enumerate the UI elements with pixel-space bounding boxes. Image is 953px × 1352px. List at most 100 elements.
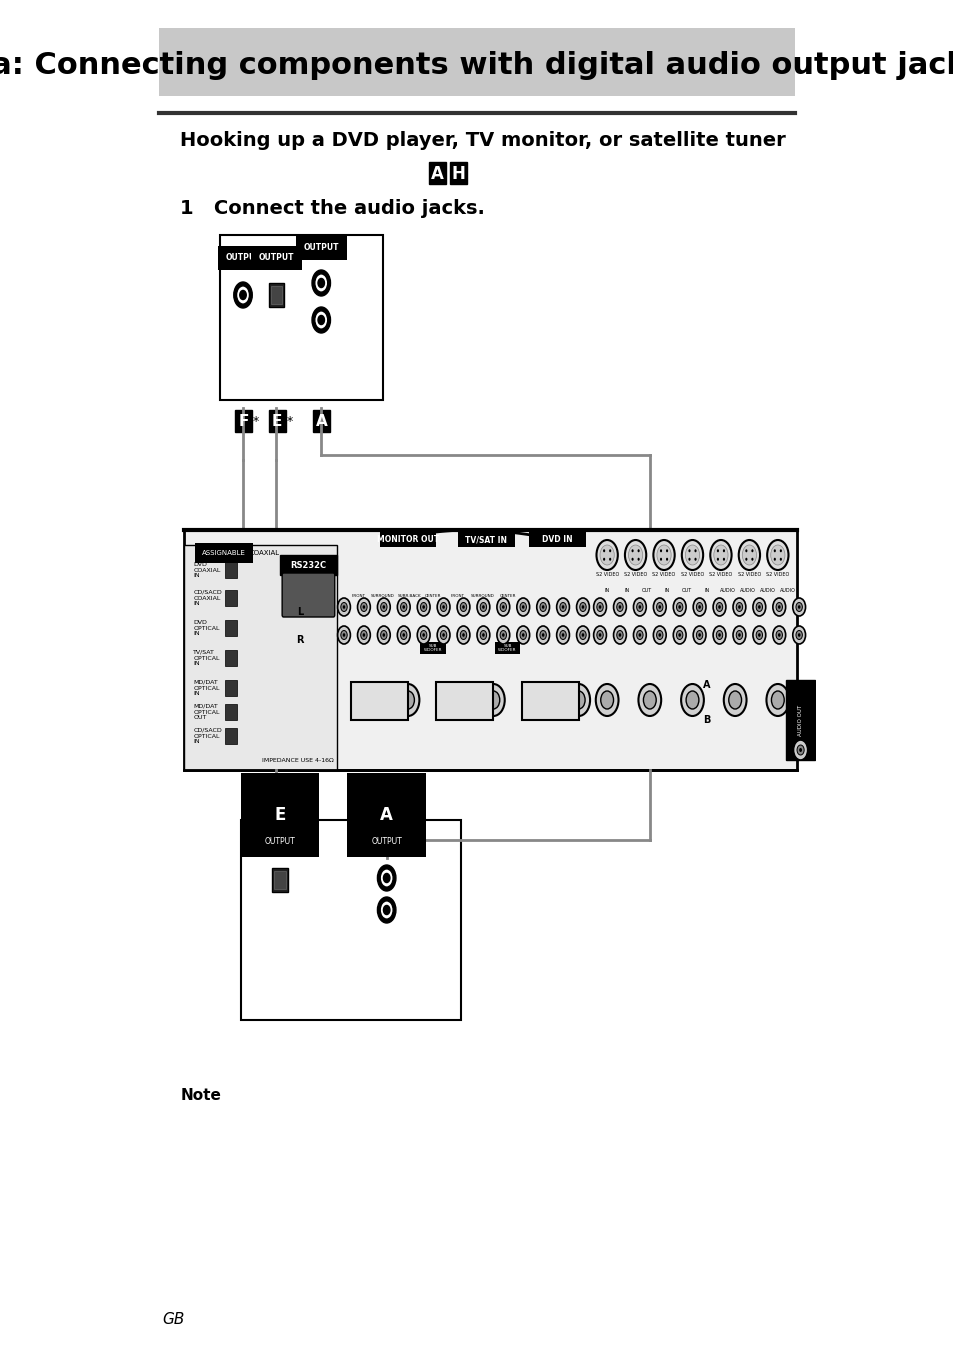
Circle shape — [420, 630, 426, 639]
Circle shape — [380, 603, 387, 611]
Text: IMPEDANCE USE 4-16Ω: IMPEDANCE USE 4-16Ω — [262, 757, 334, 763]
Text: S2 VIDEO: S2 VIDEO — [595, 572, 618, 577]
Circle shape — [608, 549, 611, 552]
Circle shape — [673, 598, 685, 617]
Circle shape — [773, 558, 775, 561]
Circle shape — [529, 691, 542, 708]
Circle shape — [501, 633, 504, 637]
Text: S2 VIDEO: S2 VIDEO — [680, 572, 703, 577]
Circle shape — [712, 598, 725, 617]
Circle shape — [524, 684, 547, 717]
Text: A: A — [380, 806, 393, 823]
Circle shape — [479, 603, 486, 611]
Circle shape — [771, 691, 783, 708]
Circle shape — [676, 630, 682, 639]
Circle shape — [354, 684, 376, 717]
Circle shape — [770, 545, 784, 565]
Text: SUB
WOOFER: SUB WOOFER — [497, 644, 517, 652]
Circle shape — [521, 633, 524, 637]
Text: OUTPUT: OUTPUT — [225, 254, 260, 262]
Circle shape — [688, 558, 690, 561]
Bar — [224, 589, 237, 606]
Circle shape — [519, 603, 526, 611]
Circle shape — [561, 633, 564, 637]
Text: OUTPUT: OUTPUT — [371, 837, 401, 846]
Circle shape — [758, 633, 760, 637]
Circle shape — [752, 626, 765, 644]
Text: OUT: OUT — [681, 588, 691, 592]
Circle shape — [396, 684, 419, 717]
Circle shape — [597, 630, 602, 639]
Circle shape — [400, 630, 407, 639]
Circle shape — [541, 633, 544, 637]
Circle shape — [233, 283, 252, 308]
Text: MD/DAT
OPTICAL
IN: MD/DAT OPTICAL IN — [193, 680, 219, 696]
Circle shape — [340, 603, 347, 611]
Bar — [224, 727, 237, 744]
Text: MONITOR OUT: MONITOR OUT — [376, 535, 438, 545]
Circle shape — [442, 606, 444, 608]
Circle shape — [337, 598, 350, 617]
Text: F: F — [238, 415, 249, 430]
Text: IN: IN — [604, 588, 609, 592]
Circle shape — [775, 630, 781, 639]
Circle shape — [744, 558, 746, 561]
Text: Hooking up a DVD player, TV monitor, or satellite tuner: Hooking up a DVD player, TV monitor, or … — [180, 131, 785, 150]
Bar — [224, 650, 237, 667]
Circle shape — [795, 630, 801, 639]
Circle shape — [397, 626, 410, 644]
Text: A: A — [431, 165, 443, 183]
Text: DVD IN: DVD IN — [541, 535, 572, 545]
Text: OUTPUT: OUTPUT — [258, 254, 294, 262]
Circle shape — [618, 633, 620, 637]
Circle shape — [681, 539, 702, 571]
Circle shape — [598, 633, 600, 637]
Circle shape — [602, 549, 604, 552]
Circle shape — [593, 626, 606, 644]
Circle shape — [342, 633, 345, 637]
Circle shape — [559, 630, 566, 639]
Text: AUDIO OUT: AUDIO OUT — [798, 704, 802, 735]
Text: A: A — [315, 415, 328, 430]
Circle shape — [400, 603, 407, 611]
Text: *: * — [253, 415, 259, 429]
Circle shape — [657, 545, 671, 565]
Circle shape — [613, 626, 626, 644]
Circle shape — [402, 633, 405, 637]
Circle shape — [624, 539, 645, 571]
Circle shape — [656, 603, 662, 611]
Text: AUDIO: AUDIO — [760, 588, 775, 592]
Text: DVD
COAXIAL
IN: DVD COAXIAL IN — [193, 561, 220, 579]
Circle shape — [600, 691, 613, 708]
Circle shape — [738, 633, 740, 637]
Circle shape — [659, 549, 661, 552]
Text: CENTER: CENTER — [498, 594, 516, 598]
Circle shape — [713, 545, 727, 565]
Circle shape — [693, 598, 705, 617]
Circle shape — [680, 684, 703, 717]
Circle shape — [486, 691, 499, 708]
Text: CENTER: CENTER — [424, 594, 440, 598]
Bar — [272, 868, 288, 892]
Circle shape — [440, 630, 446, 639]
Text: SURR.BACK: SURR.BACK — [397, 594, 421, 598]
Circle shape — [382, 606, 385, 608]
Circle shape — [756, 630, 761, 639]
Circle shape — [698, 606, 700, 608]
Circle shape — [561, 606, 564, 608]
Text: S2 VIDEO: S2 VIDEO — [737, 572, 760, 577]
Circle shape — [676, 603, 682, 611]
Circle shape — [517, 598, 529, 617]
Circle shape — [694, 549, 696, 552]
Circle shape — [744, 549, 746, 552]
FancyBboxPatch shape — [269, 410, 285, 433]
Circle shape — [456, 598, 470, 617]
Circle shape — [616, 603, 622, 611]
Circle shape — [602, 558, 604, 561]
Circle shape — [653, 626, 665, 644]
Bar — [436, 681, 493, 721]
Text: RS232C: RS232C — [290, 561, 326, 569]
Circle shape — [556, 626, 569, 644]
Circle shape — [736, 603, 741, 611]
Circle shape — [559, 603, 566, 611]
